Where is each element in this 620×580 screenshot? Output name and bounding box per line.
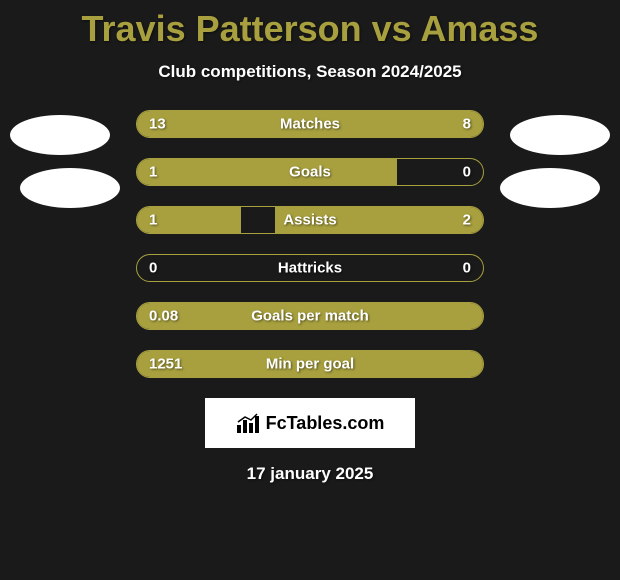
stat-row: 1 2 Assists <box>0 206 620 234</box>
brand-label: FcTables.com <box>266 413 385 434</box>
stat-value-left: 1 <box>149 164 157 181</box>
stat-bar-left <box>137 159 397 185</box>
stat-value-left: 0.08 <box>149 308 178 325</box>
stat-bar-container: 1 0 Goals <box>136 158 484 186</box>
brand-chart-icon <box>236 413 262 433</box>
stat-value-right: 2 <box>463 212 471 229</box>
stat-row: 1251 Min per goal <box>0 350 620 378</box>
stat-label: Hattricks <box>278 260 342 277</box>
stat-row: 0.08 Goals per match <box>0 302 620 330</box>
page-subtitle: Club competitions, Season 2024/2025 <box>0 62 620 82</box>
stat-bar-container: 0 0 Hattricks <box>136 254 484 282</box>
stat-value-right: 8 <box>463 116 471 133</box>
stat-value-left: 1 <box>149 212 157 229</box>
stat-label: Goals <box>289 164 331 181</box>
stat-label: Assists <box>283 212 336 229</box>
page-title: Travis Patterson vs Amass <box>0 8 620 50</box>
brand-box[interactable]: FcTables.com <box>205 398 415 448</box>
comparison-chart: Travis Patterson vs Amass Club competiti… <box>0 0 620 484</box>
stat-bar-container: 1 2 Assists <box>136 206 484 234</box>
stat-row: 0 0 Hattricks <box>0 254 620 282</box>
stat-bar-container: 1251 Min per goal <box>136 350 484 378</box>
stat-value-left: 0 <box>149 260 157 277</box>
stat-row: 13 8 Matches <box>0 110 620 138</box>
stat-value-right: 0 <box>463 260 471 277</box>
stat-label: Matches <box>280 116 340 133</box>
stat-value-right: 0 <box>463 164 471 181</box>
stat-bar-container: 13 8 Matches <box>136 110 484 138</box>
footer-date: 17 january 2025 <box>0 464 620 484</box>
stat-bar-container: 0.08 Goals per match <box>136 302 484 330</box>
stat-label: Goals per match <box>251 308 369 325</box>
stat-label: Min per goal <box>266 356 354 373</box>
stat-value-left: 13 <box>149 116 166 133</box>
stat-row: 1 0 Goals <box>0 158 620 186</box>
stat-value-left: 1251 <box>149 356 182 373</box>
